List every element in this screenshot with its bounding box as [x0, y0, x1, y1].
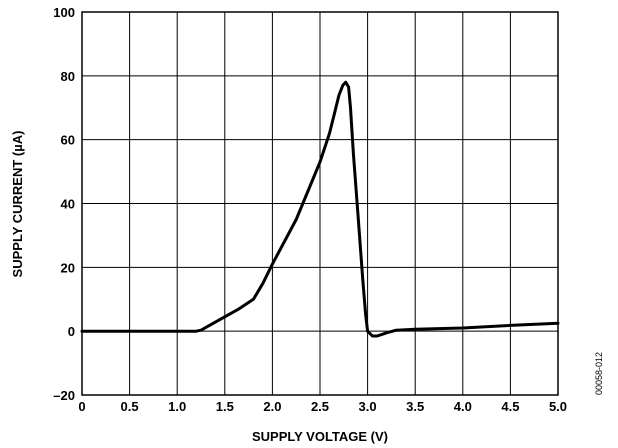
y-tick-label: 100 [53, 5, 75, 20]
series-line [80, 80, 560, 338]
y-tick-label: 0 [68, 324, 75, 339]
plot-frame [81, 11, 559, 396]
x-tick-label: 0.5 [121, 399, 139, 414]
x-axis-title: SUPPLY VOLTAGE (V) [252, 429, 388, 444]
x-tick-label: 1.5 [216, 399, 234, 414]
x-tick-labels: 0 0.5 1.0 1.5 2.0 2.5 3.0 3.5 4.0 4.5 5.0 [78, 399, 567, 414]
x-tick-label: 0 [78, 399, 85, 414]
x-tick-label: 4.5 [501, 399, 519, 414]
x-tick-label: 1.0 [168, 399, 186, 414]
x-tick-label: 2.0 [263, 399, 281, 414]
x-tick-label: 5.0 [549, 399, 567, 414]
x-tick-label: 4.0 [454, 399, 472, 414]
figure-code: 00058-012 [594, 352, 604, 395]
y-tick-label: 60 [61, 133, 75, 148]
x-tick-label: 3.5 [406, 399, 424, 414]
x-tick-label: 2.5 [311, 399, 329, 414]
x-tick-label: 3.0 [359, 399, 377, 414]
y-tick-label: 80 [61, 69, 75, 84]
series-layer [80, 80, 560, 338]
y-tick-labels: –20 0 20 40 60 80 100 [53, 5, 75, 403]
y-tick-label: 20 [61, 260, 75, 275]
y-tick-label: 40 [61, 197, 75, 212]
grid-lines [82, 12, 558, 395]
y-axis-title: SUPPLY CURRENT (µA) [10, 131, 25, 278]
y-tick-label: –20 [53, 388, 75, 403]
